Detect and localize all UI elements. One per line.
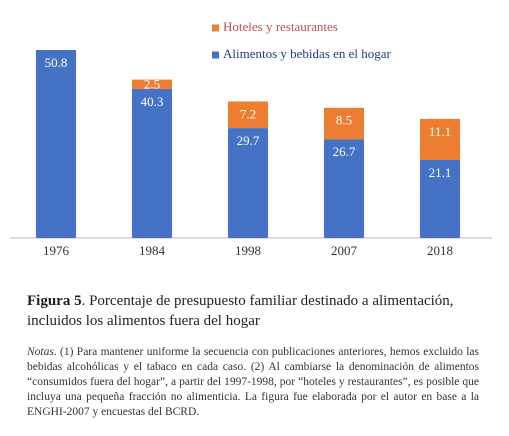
legend-swatch <box>212 24 219 32</box>
x-tick-label: 2007 <box>331 243 358 258</box>
bar-segment <box>228 128 268 238</box>
bar-segment <box>228 101 268 129</box>
bar-segment <box>132 79 172 89</box>
notes-text: . (1) Para mantener uniforme la secuenci… <box>27 346 479 418</box>
bar-segment <box>36 50 76 238</box>
bar-segment <box>420 159 460 238</box>
x-tick-label: 1984 <box>139 243 166 258</box>
legend-label: Hoteles y restaurantes <box>223 19 338 34</box>
value-label: 2.5 <box>144 77 160 92</box>
value-label: 50.8 <box>45 55 68 70</box>
x-tick-label: 1998 <box>235 243 261 258</box>
bar-segment <box>420 118 460 160</box>
value-label: 29.7 <box>237 133 260 148</box>
bar-segment <box>132 88 172 238</box>
caption: Figura 5. Porcentaje de presupuesto fami… <box>27 291 477 331</box>
notes: Notas. (1) Para mantener uniforme la sec… <box>27 345 479 420</box>
caption-text: . Porcentaje de presupuesto familiar des… <box>27 293 454 329</box>
value-label: 26.7 <box>333 144 356 159</box>
bar-segment <box>324 139 364 238</box>
chart: Hoteles y restaurantes Alimentos y bebida… <box>10 19 492 258</box>
legend-label: Alimentos y bebidas en el hogar <box>223 46 392 61</box>
notes-label: Notas <box>27 346 54 358</box>
value-label: 8.5 <box>336 113 352 128</box>
value-label: 21.1 <box>429 165 452 180</box>
bar-segment <box>324 107 364 140</box>
value-label: 40.3 <box>141 94 164 109</box>
legend-swatch <box>212 51 219 59</box>
x-tick-label: 2018 <box>427 243 453 258</box>
value-label: 7.2 <box>240 106 256 121</box>
x-tick-label: 1976 <box>43 243 70 258</box>
caption-label: Figura 5 <box>27 293 82 309</box>
value-label: 11.1 <box>429 124 451 139</box>
